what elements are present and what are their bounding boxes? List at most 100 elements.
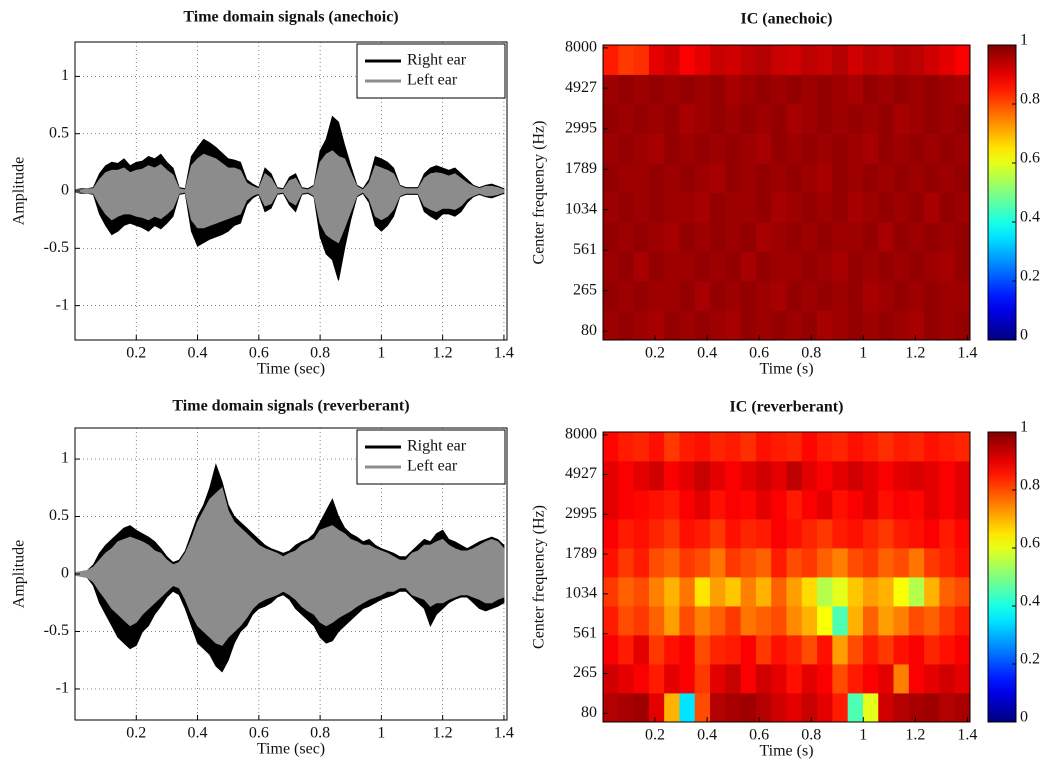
heatmap-cell — [664, 192, 680, 223]
heatmap-cell — [801, 606, 818, 636]
heatmap-cell — [847, 74, 864, 105]
heatmap-cell — [618, 548, 634, 578]
heatmap-cell — [908, 664, 925, 694]
heatmap-cell — [862, 519, 879, 549]
heatmap-cell — [862, 222, 879, 252]
heatmap-cell — [618, 104, 634, 134]
heatmap-cell — [725, 281, 742, 311]
colorbar-tick-label: 0 — [1020, 327, 1028, 344]
heatmap-cell — [801, 461, 818, 491]
y-tick-label: 8000 — [565, 426, 597, 443]
heatmap-cell — [954, 310, 971, 341]
heatmap-cell — [893, 222, 910, 252]
y-tick-label: -0.5 — [44, 239, 69, 256]
heatmap-cell — [603, 281, 619, 311]
heatmap-cell — [603, 606, 619, 636]
heatmap-cell — [633, 490, 650, 520]
heatmap-cell — [648, 104, 665, 134]
heatmap-cell — [771, 693, 787, 723]
heatmap-cell — [893, 664, 910, 694]
heatmap-cell — [832, 548, 849, 578]
axes-frame — [602, 431, 971, 723]
heatmap-cell — [771, 490, 787, 520]
colorbar-tick-label: 0.8 — [1020, 477, 1040, 494]
heatmap-cell — [603, 519, 619, 549]
heatmap-cell — [939, 45, 956, 75]
heatmap-cell — [710, 251, 726, 282]
heatmap-cell — [862, 664, 879, 694]
heatmap-cell — [832, 432, 849, 462]
heatmap-cell — [740, 635, 757, 665]
heatmap-cell — [603, 461, 619, 491]
heatmap-cell — [710, 222, 726, 252]
heatmap-cell — [771, 133, 787, 164]
heatmap-cell — [786, 461, 803, 491]
heatmap-cell — [801, 693, 818, 723]
heatmap-cell — [939, 635, 956, 665]
heatmap-cell — [725, 635, 742, 665]
heatmap-cell — [740, 251, 757, 282]
heatmap-cell — [694, 432, 711, 462]
heatmap-cell — [786, 74, 803, 105]
heatmap-cell — [618, 693, 634, 723]
heatmap-cell — [939, 577, 956, 607]
heatmap-cell — [694, 461, 711, 491]
heatmap-cell — [664, 461, 680, 491]
heatmap-cell — [847, 163, 864, 193]
heatmap-cell — [878, 104, 894, 134]
heatmap-cell — [633, 606, 650, 636]
heatmap-cell — [710, 104, 726, 134]
heatmap-cell — [893, 133, 910, 164]
heatmap-cell — [694, 251, 711, 282]
heatmap-cell — [679, 222, 696, 252]
heatmap-cell — [954, 74, 971, 105]
heatmap-cell — [725, 104, 742, 134]
heatmap-cell — [878, 548, 894, 578]
heatmap-cell — [603, 577, 619, 607]
heatmap-cell — [603, 310, 619, 341]
heatmap-cell — [740, 606, 757, 636]
heatmap-cell — [862, 635, 879, 665]
heatmap-cell — [694, 163, 711, 193]
heatmap-cell — [801, 74, 818, 105]
heatmap-cell — [771, 635, 787, 665]
heatmap-cell — [618, 635, 634, 665]
heatmap-cell — [755, 163, 772, 193]
heatmap-cell — [725, 490, 742, 520]
heatmap-cell — [939, 74, 956, 105]
heatmap-cell — [648, 519, 665, 549]
heatmap-cell — [908, 693, 925, 723]
waveform-area — [74, 486, 505, 646]
heatmap-cell — [801, 104, 818, 134]
heatmap-cell — [939, 192, 956, 223]
heatmap-cell — [954, 548, 971, 578]
heatmap-cell — [878, 461, 894, 491]
heatmap-cell — [694, 577, 711, 607]
heatmap-cell — [740, 490, 757, 520]
heatmap-cell — [755, 45, 772, 75]
heatmap-cell — [893, 192, 910, 223]
heatmap-cell — [710, 192, 726, 223]
heatmap-cell — [878, 251, 894, 282]
heatmap-cell — [664, 606, 680, 636]
heatmap-cell — [862, 548, 879, 578]
y-tick-label: 1 — [61, 67, 69, 84]
heatmap-cell — [771, 104, 787, 134]
y-tick-label: 1789 — [565, 545, 597, 562]
y-tick-label: 1 — [61, 450, 69, 467]
heatmap-cell — [878, 192, 894, 223]
heatmap-cell — [618, 490, 634, 520]
heatmap-cell — [878, 490, 894, 520]
heatmap-cell — [924, 519, 940, 549]
heatmap-cell — [786, 104, 803, 134]
heatmap-cell — [679, 310, 696, 341]
heatmap-cell — [832, 693, 849, 723]
heatmap-cell — [771, 606, 787, 636]
heatmap-cell — [954, 577, 971, 607]
heatmap-cell — [725, 310, 742, 341]
heatmap-cell — [771, 519, 787, 549]
heatmap-cell — [801, 163, 818, 193]
heatmap-cell — [924, 577, 940, 607]
y-tick-label: 0.5 — [49, 124, 69, 141]
heatmap-cell — [878, 664, 894, 694]
